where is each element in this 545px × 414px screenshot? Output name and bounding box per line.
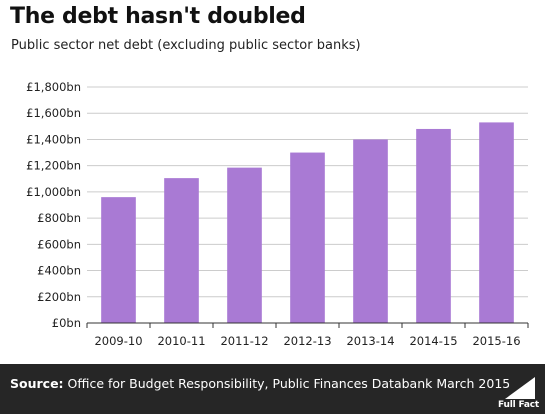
chart-title: The debt hasn't doubled <box>10 4 306 29</box>
bar-chart: £0bn £200bn £400bn £600bn £800bn £1,000bn £1,2… <box>26 80 529 348</box>
x-tick-label: 2009-10 <box>94 334 142 348</box>
bar <box>353 139 388 323</box>
y-tick-label: £1,000bn <box>26 185 81 199</box>
x-tick-label: 2011-12 <box>220 334 268 348</box>
y-tick-label: £200bn <box>37 290 81 304</box>
full-fact-logo-icon <box>505 377 535 399</box>
bar <box>227 167 262 323</box>
x-tick-label: 2015-16 <box>472 334 520 348</box>
y-tick-label: £1,400bn <box>26 132 81 146</box>
x-tick-label: 2012-13 <box>283 334 331 348</box>
y-tick-label: £1,800bn <box>26 80 81 94</box>
x-tick-label: 2014-15 <box>409 334 457 348</box>
bar <box>101 197 136 323</box>
y-tick-label: £600bn <box>37 237 81 251</box>
bar <box>164 178 199 323</box>
x-tick-label: 2013-14 <box>346 334 394 348</box>
logo-text: Full Fact <box>498 400 539 410</box>
source-text: Office for Budget Responsibility, Public… <box>67 376 511 391</box>
source-label: Source: <box>10 376 64 391</box>
source-line: Source: Office for Budget Responsibility… <box>10 376 510 391</box>
x-tick-label: 2010-11 <box>157 334 205 348</box>
y-tick-label: £1,600bn <box>26 106 81 120</box>
y-tick-label: £400bn <box>37 264 81 278</box>
bar <box>479 122 514 324</box>
bar <box>290 152 325 323</box>
y-tick-label: £0bn <box>52 316 81 330</box>
bar <box>416 128 451 323</box>
chart-subtitle: Public sector net debt (excluding public… <box>11 38 361 53</box>
y-tick-label: £800bn <box>37 211 81 225</box>
y-tick-label: £1,200bn <box>26 159 81 173</box>
source-footer: Source: Office for Budget Responsibility… <box>0 364 545 414</box>
